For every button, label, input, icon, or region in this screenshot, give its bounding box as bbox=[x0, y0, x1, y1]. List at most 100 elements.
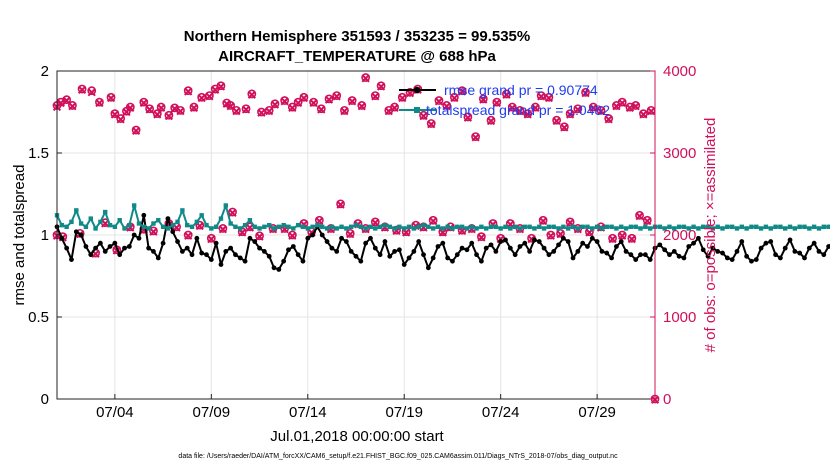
rmse-point bbox=[102, 249, 108, 254]
obs-upper-assimilated-marker bbox=[145, 105, 154, 114]
rmse-point bbox=[117, 252, 123, 258]
totalspread-point bbox=[93, 226, 98, 231]
rmse-point bbox=[599, 249, 605, 254]
totalspread-point bbox=[585, 224, 590, 229]
totalspread-point bbox=[783, 226, 788, 231]
totalspread-point bbox=[807, 226, 812, 231]
totalspread-point bbox=[291, 226, 296, 231]
obs-upper-possible-marker bbox=[478, 94, 488, 104]
obs-upper-possible-marker bbox=[280, 96, 290, 105]
rmse-point bbox=[498, 239, 504, 244]
obs-upper-assimilated-marker bbox=[232, 107, 241, 116]
obs-lower-possible-marker bbox=[617, 230, 627, 240]
rmse-point bbox=[387, 253, 393, 259]
obs-lower-assimilated-marker bbox=[255, 232, 264, 241]
rmse-point bbox=[377, 252, 383, 258]
totalspread-point bbox=[98, 219, 103, 225]
rmse-point bbox=[787, 237, 793, 243]
totalspread-point bbox=[710, 226, 716, 231]
y2-tick-label: 0 bbox=[663, 391, 671, 408]
obs-lower-assimilated-marker bbox=[101, 219, 110, 228]
obs-lower-possible-marker bbox=[218, 224, 228, 233]
obs-lower-possible-marker bbox=[428, 215, 438, 225]
rmse-point bbox=[691, 240, 696, 246]
rmse-point bbox=[228, 245, 234, 251]
totalspread-point bbox=[508, 226, 513, 231]
obs-lower-possible-marker bbox=[336, 199, 345, 209]
obs-upper-possible-marker bbox=[405, 87, 415, 97]
rmse-point bbox=[758, 245, 764, 251]
totalspread-point bbox=[218, 216, 224, 221]
totalspread-point bbox=[701, 224, 706, 229]
rmse-point bbox=[131, 232, 137, 238]
totalspread-point bbox=[734, 226, 740, 231]
obs-upper-assimilated-marker bbox=[332, 92, 341, 101]
rmse-point bbox=[146, 245, 152, 251]
totalspread-point bbox=[729, 224, 735, 229]
rmse-point bbox=[696, 235, 701, 241]
legend-spread-marker bbox=[414, 107, 420, 113]
obs-upper-assimilated-marker bbox=[317, 105, 326, 114]
obs-upper-possible-marker bbox=[463, 112, 473, 122]
obs-upper-assimilated-marker bbox=[280, 97, 289, 106]
rmse-point bbox=[141, 212, 147, 218]
totalspread-point bbox=[387, 224, 392, 229]
rmse-point bbox=[570, 255, 576, 261]
totalspread-point bbox=[527, 224, 532, 229]
rmse-point bbox=[565, 239, 571, 244]
series-lines bbox=[54, 203, 830, 272]
obs-lower-possible-marker bbox=[149, 226, 158, 236]
totalspread-point bbox=[512, 224, 518, 229]
rmse-point bbox=[425, 265, 431, 271]
rmse-point bbox=[334, 249, 340, 254]
rmse-point bbox=[179, 249, 185, 254]
obs-upper-assimilated-marker bbox=[241, 105, 251, 114]
totalspread-point bbox=[619, 224, 624, 229]
totalspread-point bbox=[281, 222, 286, 228]
obs-upper-assimilated-marker bbox=[604, 115, 613, 124]
obs-upper-possible-marker bbox=[492, 97, 502, 107]
rmse-point bbox=[720, 250, 725, 256]
obs-upper-possible-marker bbox=[332, 91, 342, 100]
rmse-point bbox=[532, 237, 537, 243]
obs-upper-possible-marker bbox=[324, 94, 334, 104]
obs-upper-possible-marker bbox=[588, 102, 598, 112]
totalspread-point bbox=[300, 224, 306, 229]
rmse-point bbox=[556, 242, 561, 248]
totalspread-point bbox=[271, 226, 277, 231]
obs-upper-possible-marker bbox=[361, 73, 371, 82]
obs-upper-possible-marker bbox=[270, 99, 280, 109]
obs-upper-possible-marker bbox=[299, 92, 309, 102]
totalspread-point bbox=[69, 219, 74, 225]
obs-upper-possible-marker bbox=[287, 102, 297, 112]
totalspread-point bbox=[426, 224, 431, 229]
obs-upper-possible-marker bbox=[183, 86, 193, 96]
rmse-point bbox=[175, 239, 180, 244]
totalspread-point bbox=[464, 226, 470, 231]
obs-upper-possible-marker bbox=[95, 97, 104, 107]
rmse-point bbox=[797, 250, 803, 256]
obs-upper-possible-marker bbox=[449, 92, 459, 102]
obs-upper-possible-marker bbox=[502, 89, 511, 99]
obs-upper-possible-marker bbox=[87, 86, 97, 96]
obs-upper-assimilated-marker bbox=[157, 103, 166, 113]
totalspread-point bbox=[315, 222, 320, 228]
totalspread-point bbox=[377, 224, 383, 229]
rmse-point bbox=[136, 235, 142, 241]
totalspread-point bbox=[156, 218, 161, 223]
rmse-point bbox=[715, 249, 721, 254]
rmse-point bbox=[397, 247, 402, 253]
totalspread-point bbox=[570, 224, 576, 229]
obs-lower-possible-marker bbox=[608, 233, 617, 243]
data-file-footnote: data file: /Users/raeder/DAI/ATM_forcXX/… bbox=[178, 453, 618, 460]
rmse-point bbox=[671, 249, 677, 254]
totalspread-point bbox=[614, 226, 619, 231]
totalspread-point bbox=[565, 226, 571, 231]
totalspread-point bbox=[151, 221, 156, 226]
obs-upper-possible-marker bbox=[370, 91, 380, 100]
rmse-point bbox=[541, 245, 547, 251]
totalspread-point bbox=[223, 203, 228, 208]
obs-upper-assimilated-marker bbox=[270, 100, 280, 109]
rmse-point bbox=[522, 240, 528, 246]
totalspread-point bbox=[821, 224, 826, 229]
